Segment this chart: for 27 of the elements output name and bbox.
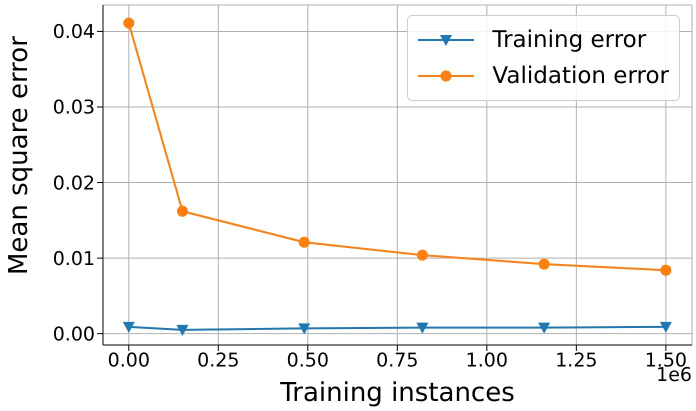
x-tick-label: 0.75 [376, 349, 418, 372]
point [416, 250, 428, 261]
point [123, 18, 134, 29]
x-tick-label: 0.50 [286, 349, 329, 372]
y-tick-label: 0.04 [52, 21, 95, 44]
point [660, 322, 672, 333]
y-tick-label: 0.00 [52, 323, 95, 346]
x-tick-label: 1.25 [555, 349, 598, 372]
point [122, 322, 135, 333]
point [298, 323, 310, 334]
y-tick-label: 0.01 [52, 248, 95, 270]
point [176, 206, 188, 217]
y-axis-title: Mean square error [4, 36, 34, 275]
x-tick-label: 0.25 [197, 349, 240, 372]
legend-label: Validation error [492, 63, 669, 89]
x-tick-label: 1.00 [466, 349, 508, 372]
y-tick-label: 0.02 [52, 172, 95, 194]
y-tick-label: 0.03 [52, 96, 95, 119]
point [538, 322, 550, 334]
x-tick-label: 0.00 [108, 349, 150, 372]
point [176, 324, 188, 336]
x-axis-title: Training instances [279, 378, 515, 408]
point [416, 322, 428, 334]
legend-label: Training error [492, 27, 646, 53]
point [538, 258, 550, 270]
point [660, 264, 672, 276]
point [298, 236, 310, 248]
